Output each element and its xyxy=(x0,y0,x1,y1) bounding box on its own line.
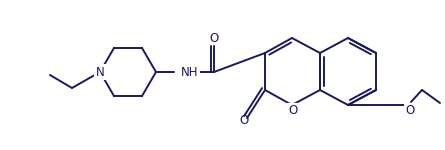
Text: O: O xyxy=(210,32,218,45)
Text: NH: NH xyxy=(181,66,198,78)
Text: O: O xyxy=(239,114,249,127)
Text: O: O xyxy=(288,104,298,117)
Text: N: N xyxy=(96,66,105,78)
Text: O: O xyxy=(405,104,414,117)
